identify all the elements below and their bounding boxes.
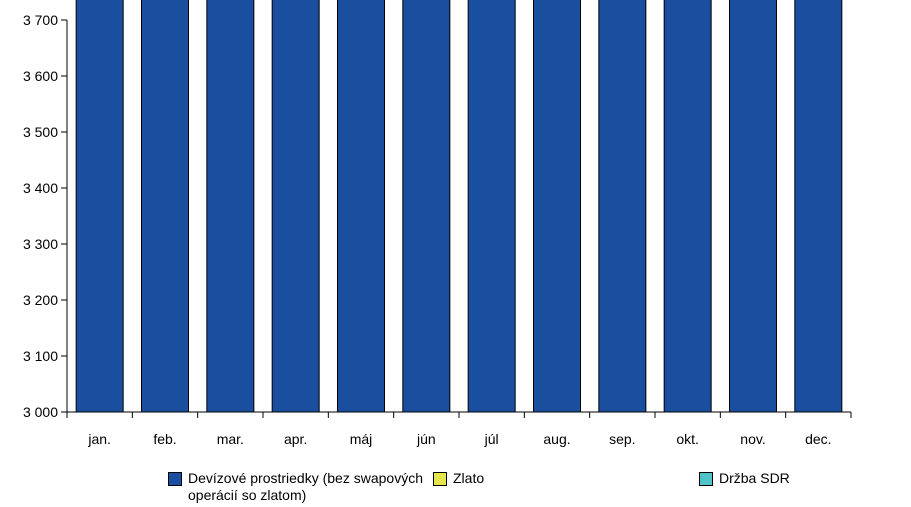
legend-label-devizove: Devízové prostriedky (bez swapových oper… <box>188 470 423 503</box>
bar-segment-devizove <box>402 0 451 413</box>
bar-segment-devizove <box>271 0 320 413</box>
x-tick-label: máj <box>350 431 373 447</box>
bar-segment-devizove <box>206 0 255 413</box>
legend-swatch-zlato <box>433 472 447 486</box>
legend-swatch-devizove <box>168 472 182 486</box>
y-tick-label: 3 300 <box>23 236 58 252</box>
legend-item-zlato: Zlato <box>433 470 693 487</box>
x-axis: jan. feb. mar. apr. máj jún júl aug. sep. okt. nov… <box>66 411 852 447</box>
bar-segment-devizove <box>467 0 516 413</box>
x-tick-label: apr. <box>284 431 307 447</box>
x-tick-label: mar. <box>217 431 244 447</box>
legend-swatch-sdr <box>699 472 713 486</box>
bar-segment-devizove <box>663 0 712 413</box>
bar-segment-devizove <box>729 0 777 413</box>
x-tick-label: nov. <box>740 431 765 447</box>
legend: Devízové prostriedky (bez swapových oper… <box>0 466 911 507</box>
bars <box>75 0 843 413</box>
bar-segment-devizove <box>337 0 385 413</box>
x-tick-label: dec. <box>805 431 831 447</box>
y-axis: 3 000 3 100 3 200 3 300 3 400 3 500 3 600 3 700 <box>23 12 68 420</box>
x-tick-label: jún <box>416 431 436 447</box>
bar-segment-devizove <box>794 0 843 413</box>
y-tick-label: 3 500 <box>23 124 58 140</box>
bar-segment-devizove <box>141 0 189 413</box>
y-tick-label: 3 600 <box>23 68 58 84</box>
y-tick-label: 3 000 <box>23 404 58 420</box>
x-tick-label: jan. <box>87 431 111 447</box>
y-tick-label: 3 400 <box>23 180 58 196</box>
y-tick-label: 3 700 <box>23 12 58 28</box>
stacked-bar-chart: 3 000 3 100 3 200 3 300 3 400 3 500 3 600 3 700… <box>23 0 852 447</box>
legend-label-sdr: Držba SDR <box>719 470 790 486</box>
legend-item-devizove: Devízové prostriedky (bez swapových oper… <box>168 470 428 504</box>
legend-item-sdr: Držba SDR <box>699 470 911 487</box>
legend-label-zlato: Zlato <box>453 470 485 486</box>
x-tick-label: okt. <box>676 431 699 447</box>
bar-segment-devizove <box>75 0 124 413</box>
bar-segment-devizove <box>598 0 647 413</box>
x-tick-label: feb. <box>153 431 176 447</box>
bar-segment-devizove <box>533 0 581 413</box>
x-tick-label: júl <box>484 431 499 447</box>
y-tick-label: 3 100 <box>23 348 58 364</box>
x-tick-label: aug. <box>543 431 570 447</box>
y-tick-label: 3 200 <box>23 292 58 308</box>
x-tick-label: sep. <box>609 431 635 447</box>
